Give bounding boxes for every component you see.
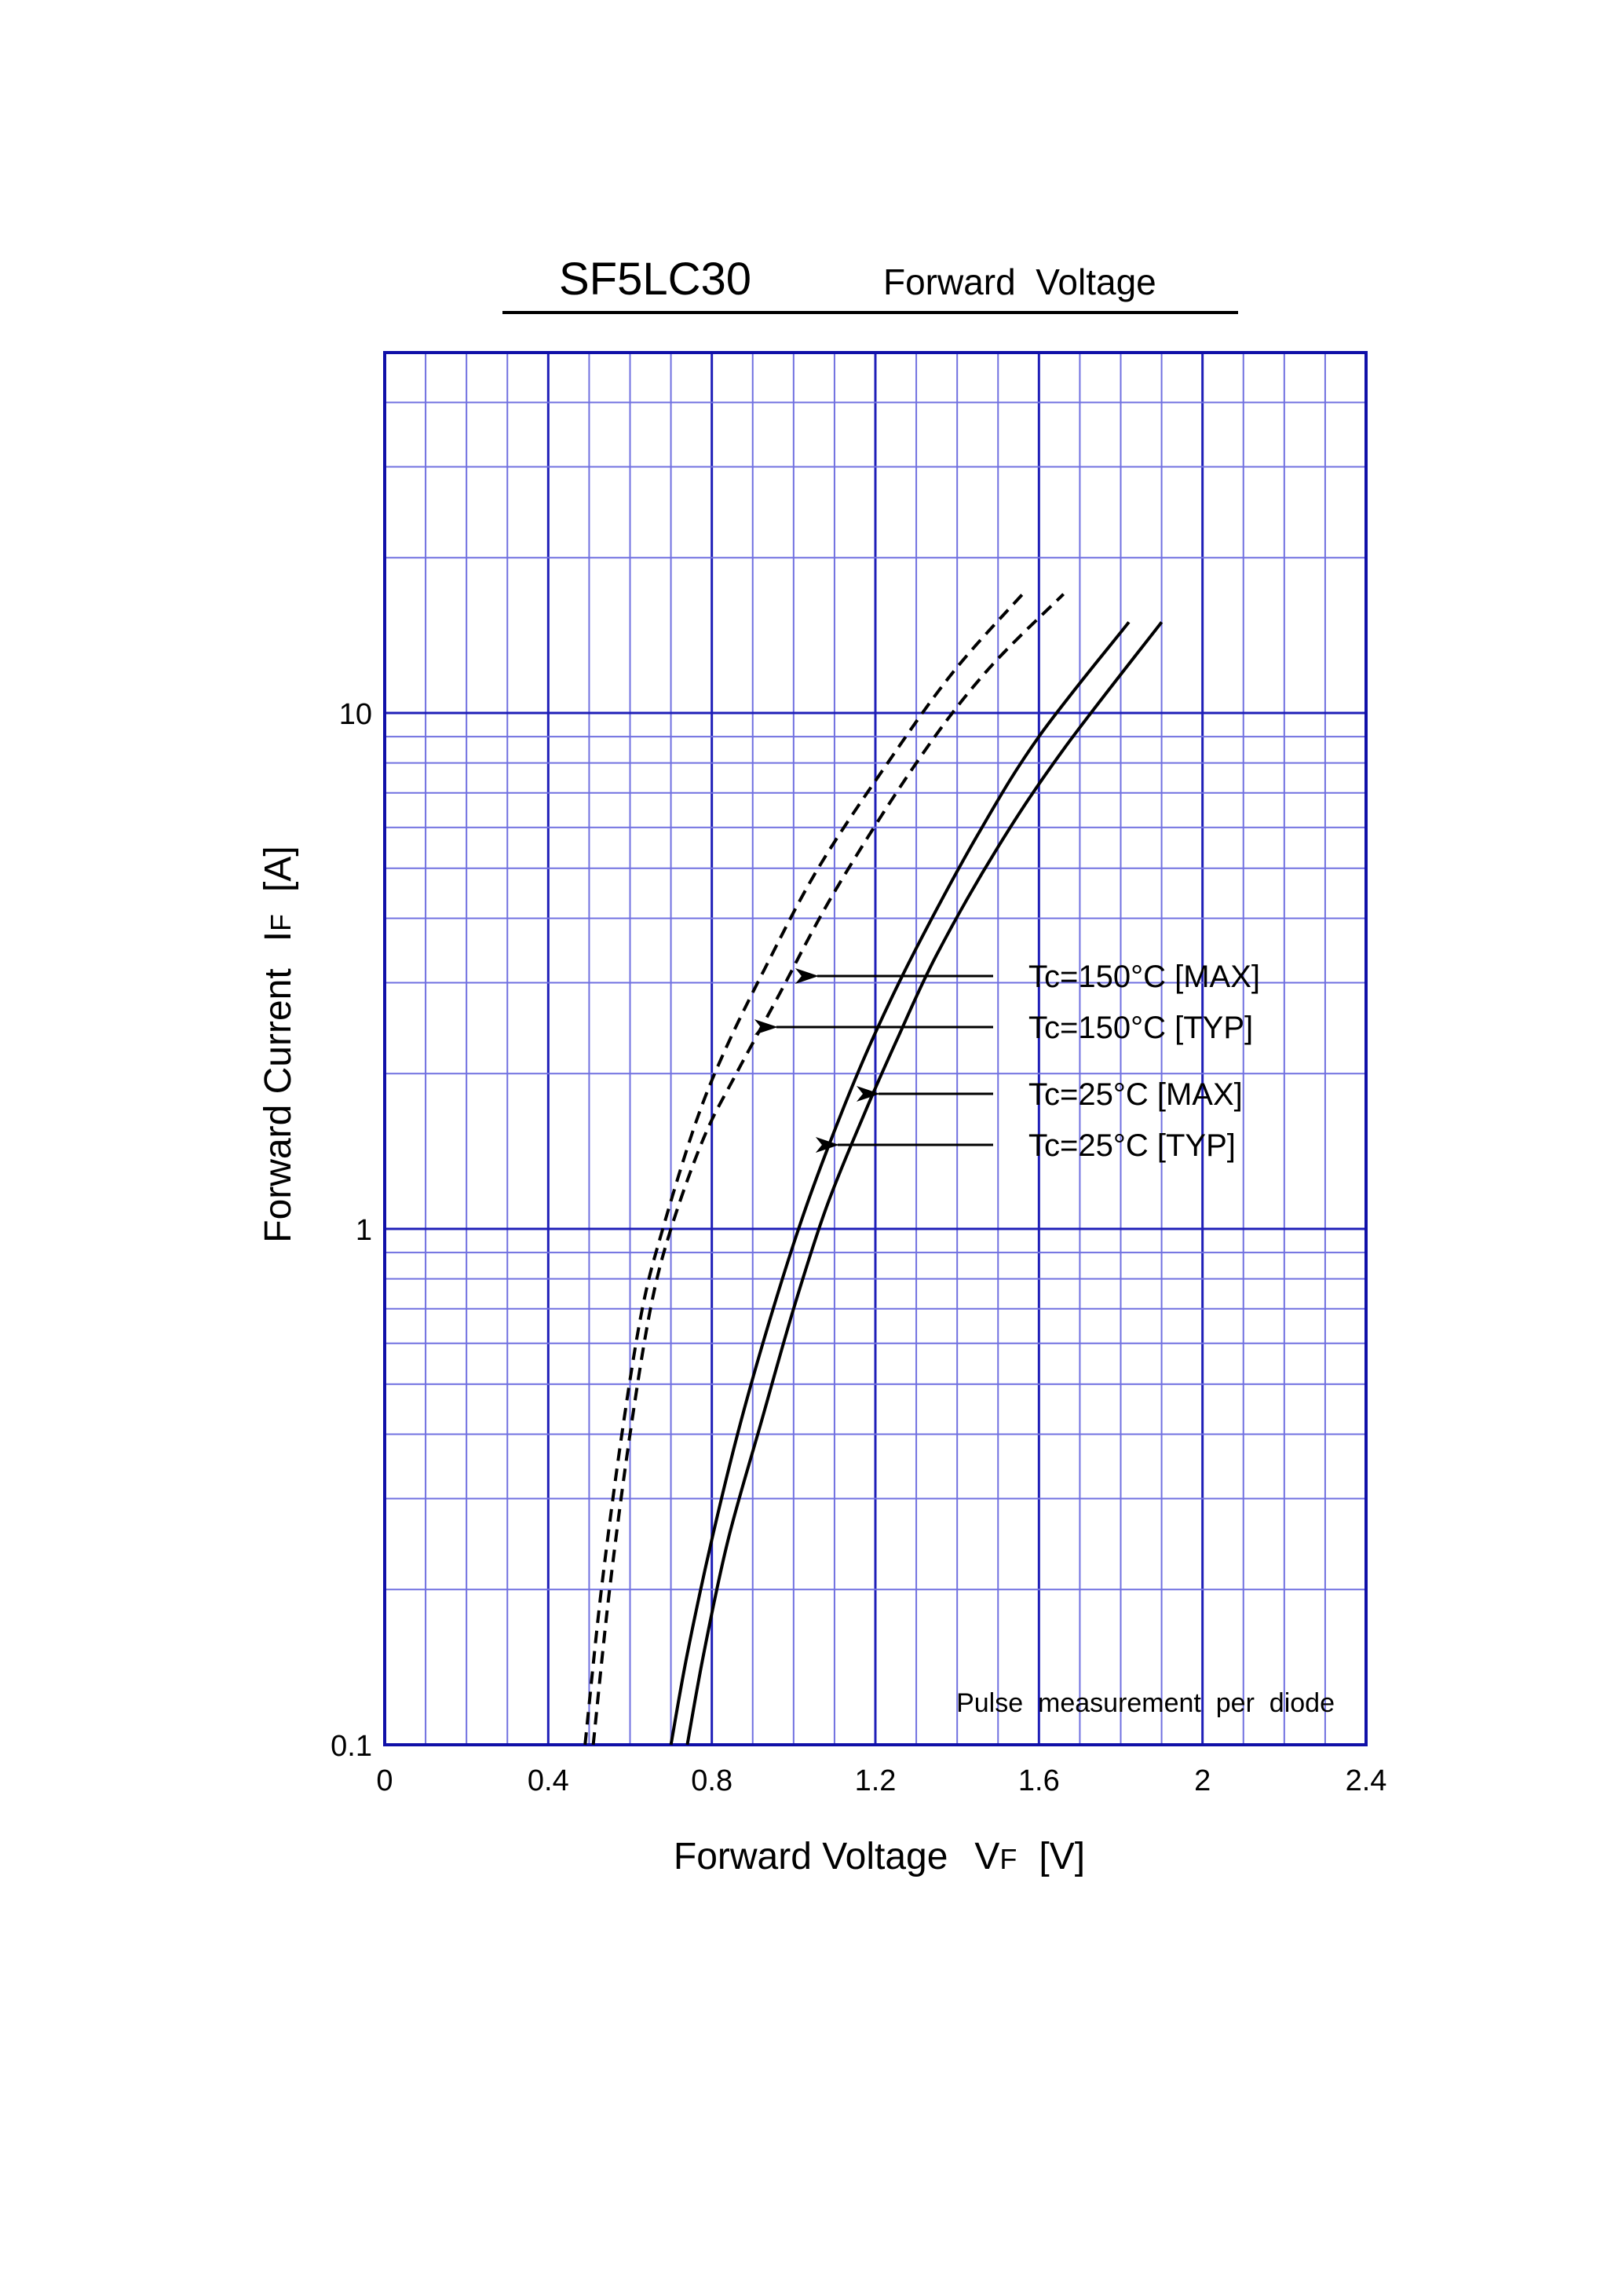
series-line-2 xyxy=(669,621,1131,1746)
x-tick-label: 1.6 xyxy=(1018,1764,1060,1797)
x-axis-label-text: Forward Voltage xyxy=(674,1836,948,1877)
x-tick-label: 0.4 xyxy=(528,1764,569,1797)
grid xyxy=(385,353,1366,1745)
series-line-3 xyxy=(685,621,1164,1746)
x-tick-label: 0 xyxy=(376,1764,393,1797)
x-tick-label: 1.2 xyxy=(855,1764,897,1797)
series-lines xyxy=(583,593,1164,1746)
series-label-2: Tc=25°C [MAX] xyxy=(1028,1077,1243,1112)
series-label-3: Tc=25°C [TYP] xyxy=(1028,1128,1236,1163)
y-axis-label: Forward Current IF [A] xyxy=(258,846,299,1242)
x-tick-label: 2 xyxy=(1194,1764,1211,1797)
y-axis-subscript: F xyxy=(265,914,297,931)
tick-labels: 0 0.4 0.8 1.2 1.6 2 2.4 0.1 1 10 xyxy=(331,698,1386,1797)
chart-title: SF5LC30 xyxy=(559,254,751,305)
y-tick-label: 10 xyxy=(339,698,372,731)
x-axis-symbol: V xyxy=(974,1836,999,1877)
x-axis-subscript: F xyxy=(999,1843,1017,1875)
y-axis-unit: [A] xyxy=(258,846,299,892)
svg-text:Forward CurrentIF[A]: Forward Current IF [A] xyxy=(258,846,299,1242)
plot-frame xyxy=(383,351,1368,1746)
x-tick-label: 2.4 xyxy=(1346,1764,1387,1797)
series-label-1: Tc=150°C [TYP] xyxy=(1028,1011,1253,1045)
y-tick-label: 0.1 xyxy=(331,1730,372,1763)
series-labels: Tc=150°C [MAX] Tc=150°C [TYP] Tc=25°C [MAX… xyxy=(754,960,1260,1163)
y-tick-label: 1 xyxy=(356,1214,372,1247)
y-axis-symbol: I xyxy=(258,931,299,941)
chart-subtitle: Forward Voltage xyxy=(883,261,1156,302)
series-line-1 xyxy=(591,593,1065,1746)
x-axis-unit: [V] xyxy=(1039,1836,1085,1877)
x-axis-label: Forward Voltage VF [V] xyxy=(674,1836,1085,1877)
y-axis-label-text: Forward Current xyxy=(258,968,299,1242)
series-label-0: Tc=150°C [MAX] xyxy=(1028,960,1260,994)
x-tick-label: 0.8 xyxy=(691,1764,732,1797)
pulse-annotation: Pulse measurement per diode xyxy=(956,1688,1335,1718)
series-line-0 xyxy=(583,593,1024,1746)
axes xyxy=(383,351,1368,1746)
